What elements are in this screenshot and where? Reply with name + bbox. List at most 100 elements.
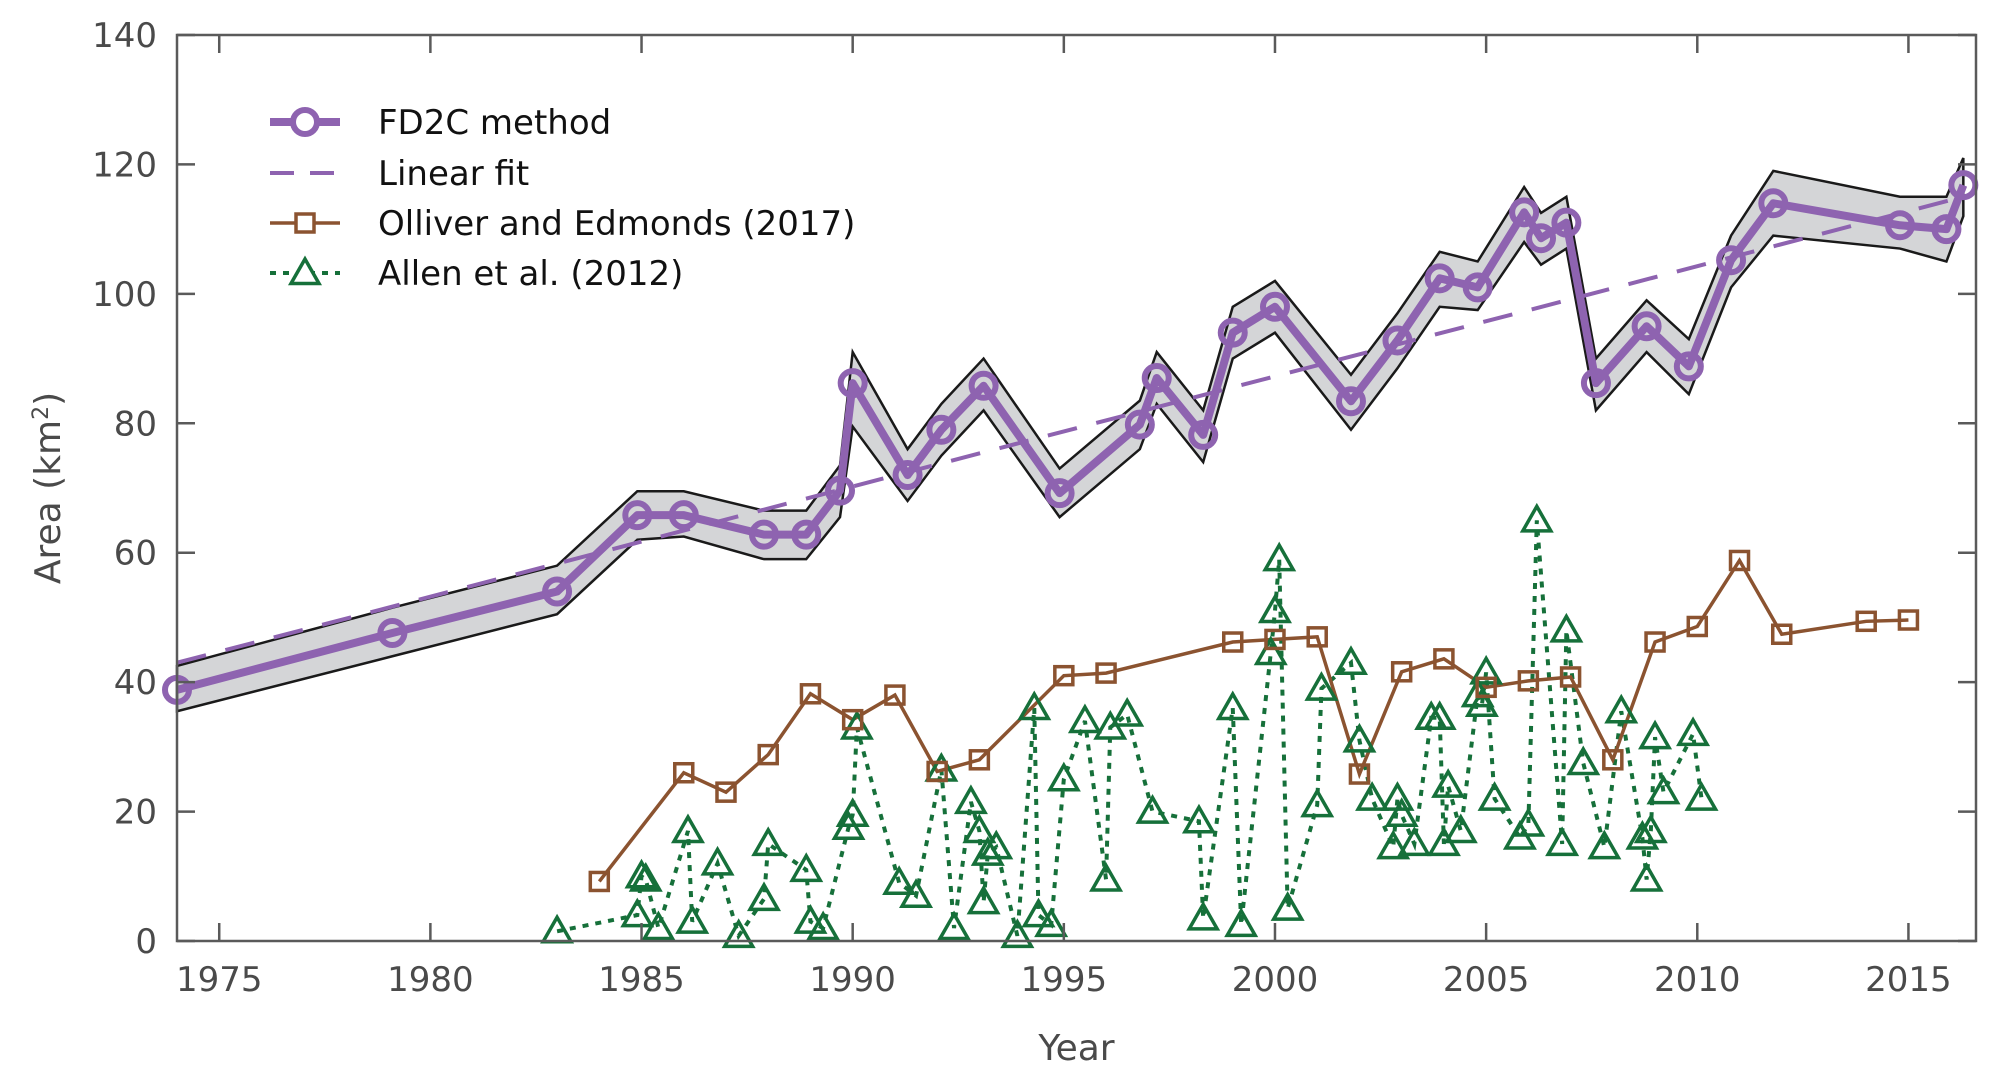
- allen-data-point: [1646, 774, 1681, 805]
- y-axis-title-base: Area (km: [28, 420, 69, 584]
- fd2c-data-point: [926, 414, 957, 445]
- allen-data-point: [1676, 716, 1711, 747]
- allen-data-point: [675, 904, 710, 934]
- olliver-data-point: [1686, 615, 1709, 638]
- allen-data-point: [1684, 781, 1719, 811]
- allen-data-point: [1633, 813, 1668, 844]
- allen-data-point: [1021, 897, 1056, 928]
- allen-data-point: [751, 826, 786, 857]
- fd2c-data-point: [1259, 291, 1290, 322]
- allen-data-point: [1046, 761, 1081, 792]
- legend-marker-triangle: [287, 255, 323, 286]
- linear-fit-line: [176, 194, 1964, 665]
- fd2c-data-point: [1631, 311, 1662, 342]
- allen-data-point: [1384, 797, 1419, 828]
- fd2c-data-point: [1716, 245, 1747, 276]
- olliver-data-point: [715, 781, 737, 803]
- olliver-data-point: [1517, 670, 1540, 692]
- allen-data-point: [1511, 806, 1546, 837]
- legend: FD2C method Linear fit Olliver and Edmon…: [270, 103, 855, 294]
- allen-data-point: [1625, 819, 1660, 850]
- olliver-data-point: [926, 760, 948, 783]
- allen-data-point: [979, 829, 1014, 860]
- allen-data-point: [1355, 781, 1390, 811]
- fd2c-data-point: [1217, 317, 1248, 348]
- allen-data-point: [839, 709, 874, 740]
- allen-data-point: [789, 852, 824, 883]
- fd2c-data-point: [1884, 210, 1915, 241]
- allen-data-point: [1257, 593, 1292, 624]
- allen-data-point: [1549, 612, 1584, 643]
- allen-data-point: [1342, 722, 1377, 753]
- legend-label-fd2c: FD2C method: [378, 103, 611, 143]
- allen-data-point: [1000, 918, 1035, 949]
- olliver-data-point: [1602, 749, 1624, 771]
- fd2c-data-point: [825, 475, 856, 506]
- fd2c-data-point: [1141, 362, 1172, 393]
- fd2c-data-point: [968, 370, 999, 401]
- allen-data-point: [1519, 502, 1554, 533]
- allen-data-point: [962, 813, 997, 844]
- fd2c-data-point: [1188, 419, 1219, 450]
- x-tick-label: 2005: [1443, 960, 1530, 1000]
- legend-item-linear-fit: Linear fit: [270, 154, 529, 194]
- olliver-data-point: [757, 743, 779, 766]
- allen-data-point: [1629, 861, 1664, 892]
- olliver-data-point: [588, 870, 611, 893]
- olliver-data-point: [673, 761, 695, 784]
- allen-data-point: [937, 910, 972, 941]
- y-tick-label: 60: [114, 534, 157, 574]
- allen-data-point: [620, 897, 655, 928]
- fd2c-data-point: [1462, 272, 1493, 303]
- olliver-data-point: [1390, 661, 1413, 683]
- fd2c-data-point: [377, 617, 408, 648]
- allen-data-point: [1477, 781, 1512, 811]
- allen-data-point: [1270, 891, 1305, 921]
- olliver-data-point: [1222, 631, 1244, 653]
- fd2c-data-point: [1335, 386, 1366, 417]
- x-tick-label: 2015: [1865, 960, 1952, 1000]
- olliver-data-point: [841, 708, 864, 731]
- x-axis-title: Year: [1037, 1028, 1114, 1069]
- fd2c-data-point: [837, 368, 868, 399]
- fd2c-uncertainty-band: [175, 157, 1965, 713]
- y-tick-label: 0: [135, 922, 157, 962]
- fd2c-data-point: [1424, 263, 1455, 294]
- fd2c-data-point: [1931, 214, 1962, 245]
- allen-data-point: [1376, 829, 1411, 860]
- allen-data-point: [1545, 826, 1580, 857]
- allen-data-point: [1135, 794, 1170, 824]
- allen-data-point: [1110, 696, 1145, 727]
- fd2c-data-point: [1382, 325, 1413, 356]
- olliver-data-point: [1855, 610, 1877, 633]
- allen-data-point: [1300, 787, 1335, 818]
- olliver-data-point: [1264, 628, 1286, 651]
- allen-data-point: [1638, 719, 1673, 750]
- plot-area: [162, 157, 1979, 949]
- allen-data-point: [746, 881, 782, 912]
- allen-data-point: [670, 813, 705, 844]
- fd2c-data-point: [1673, 351, 1704, 382]
- olliver-data-point: [1644, 631, 1666, 653]
- fd2c-data-point: [1580, 368, 1611, 399]
- allen-data-point: [1604, 693, 1639, 724]
- legend-label-allen: Allen et al. (2012): [378, 254, 683, 294]
- legend-label-linear-fit: Linear fit: [378, 154, 529, 194]
- allen-data-point: [628, 861, 663, 892]
- y-tick-label: 100: [92, 275, 157, 315]
- olliver-data-point: [1433, 648, 1455, 670]
- fd2c-data-point: [622, 500, 653, 531]
- allen-data-point: [641, 910, 676, 941]
- allen-data-point: [1215, 690, 1250, 721]
- allen-data-point: [1566, 745, 1601, 776]
- y-tick-label: 140: [92, 16, 157, 56]
- x-tick-label: 1995: [1021, 960, 1108, 1000]
- allen-data-point: [1443, 813, 1478, 844]
- legend-marker-circle: [290, 107, 320, 137]
- allen-data-point: [1262, 541, 1297, 572]
- allen-data-point: [953, 784, 988, 815]
- fd2c-data-point: [542, 576, 573, 607]
- olliver-data-point: [968, 749, 991, 771]
- fd2c-data-point: [791, 519, 822, 550]
